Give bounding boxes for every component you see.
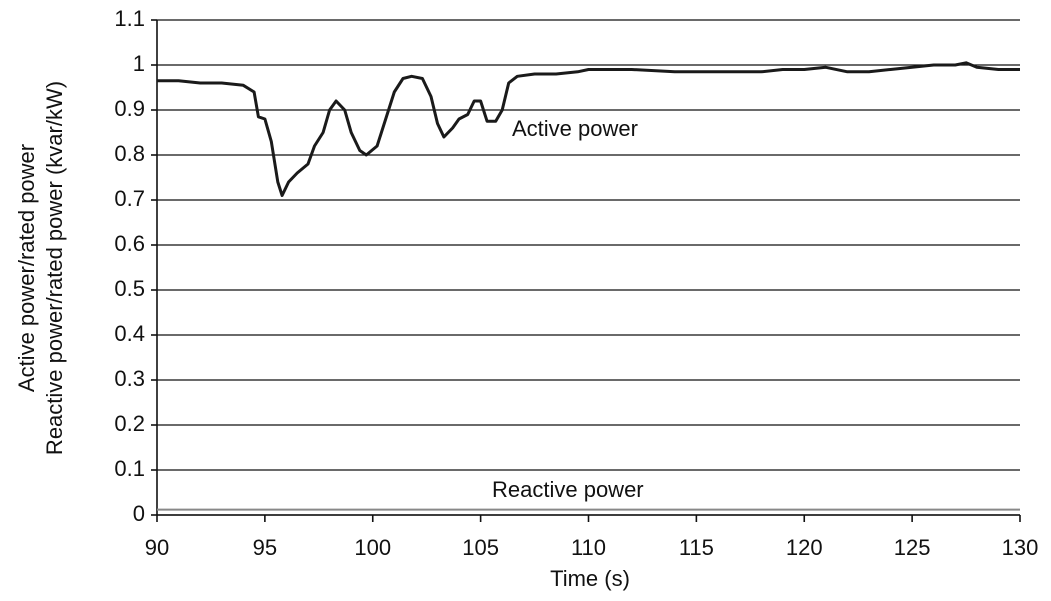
x-tick-label: 95 xyxy=(253,535,277,560)
x-tick-label: 105 xyxy=(462,535,499,560)
y-tick-label: 0.7 xyxy=(114,186,145,211)
x-tick-label: 110 xyxy=(571,535,606,560)
x-tick-label: 100 xyxy=(354,535,391,560)
y-tick-label: 0.5 xyxy=(114,276,145,301)
y-tick-label: 0.2 xyxy=(114,411,145,436)
y-tick-label: 0.6 xyxy=(114,231,145,256)
y-tick-label: 0 xyxy=(133,501,145,526)
y-axis-label: Reactive power/rated power (kvar/kW) xyxy=(42,81,67,455)
x-tick-label: 130 xyxy=(1002,535,1039,560)
y-tick-label: 0.9 xyxy=(114,96,145,121)
y-tick-label: 0.8 xyxy=(114,141,145,166)
y-tick-label: 0.4 xyxy=(114,321,145,346)
y-tick-label: 1.1 xyxy=(114,6,145,31)
x-tick-label: 120 xyxy=(786,535,823,560)
y-tick-label: 0.3 xyxy=(114,366,145,391)
x-tick-label: 90 xyxy=(145,535,169,560)
y-axis-label: Active power/rated power xyxy=(14,144,39,392)
x-tick-label: 125 xyxy=(894,535,931,560)
y-tick-label: 1 xyxy=(133,51,145,76)
series-line xyxy=(157,61,1020,197)
y-tick-label: 0.1 xyxy=(114,456,145,481)
series-annotation: Active power xyxy=(512,116,638,141)
x-axis-label: Time (s) xyxy=(550,566,630,591)
x-tick-label: 115 xyxy=(679,535,714,560)
series-annotation: Reactive power xyxy=(492,477,644,502)
